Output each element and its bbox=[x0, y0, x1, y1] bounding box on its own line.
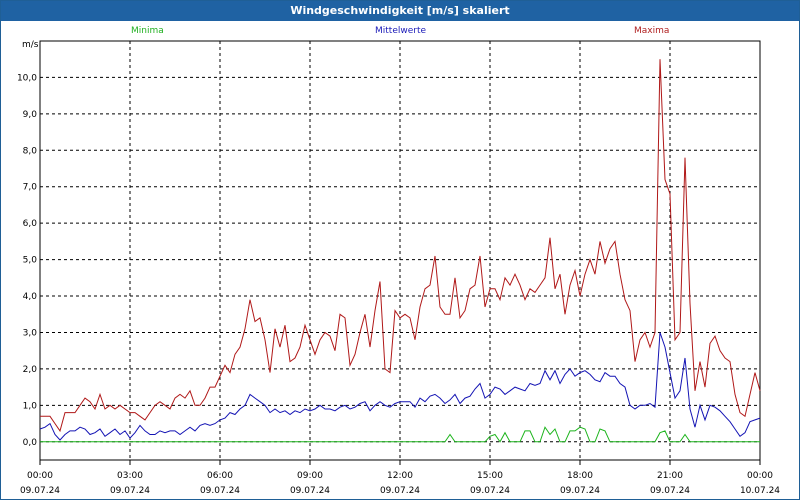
y-tick-label: 1,0 bbox=[23, 401, 38, 411]
y-tick-label: 2,0 bbox=[23, 365, 38, 375]
y-tick-label: 3,0 bbox=[23, 328, 38, 338]
legend-maxima: Maxima bbox=[634, 26, 670, 36]
y-tick-label: 4,0 bbox=[23, 292, 38, 302]
x-tick-time: 09:00 bbox=[297, 471, 323, 481]
legend-minima: Minima bbox=[131, 26, 164, 36]
x-tick-date: 09.07.24 bbox=[20, 486, 60, 496]
series-line-minima bbox=[40, 426, 760, 443]
x-tick-time: 06:00 bbox=[207, 471, 233, 481]
x-tick-date: 09.07.24 bbox=[200, 486, 240, 496]
x-tick-date: 09.07.24 bbox=[380, 486, 420, 496]
y-axis-unit: m/s bbox=[22, 40, 39, 50]
x-tick-time: 03:00 bbox=[117, 471, 143, 481]
x-tick-time: 00:00 bbox=[27, 471, 53, 481]
x-tick-date: 09.07.24 bbox=[110, 486, 150, 496]
x-tick-time: 15:00 bbox=[477, 471, 503, 481]
x-tick-time: 12:00 bbox=[387, 471, 413, 481]
legend-mittelwerte: Mittelwerte bbox=[375, 26, 427, 36]
y-tick-label: 9,0 bbox=[23, 110, 38, 120]
y-tick-label: 8,0 bbox=[23, 146, 38, 156]
x-tick-date: 09.07.24 bbox=[290, 486, 330, 496]
x-tick-time: 18:00 bbox=[567, 471, 593, 481]
series-line-mittelwerte bbox=[39, 332, 761, 441]
y-tick-label: 5,0 bbox=[23, 256, 38, 266]
x-tick-time: 00:00 bbox=[747, 471, 773, 481]
y-tick-label: 10,0 bbox=[17, 73, 37, 83]
y-tick-label: 0,0 bbox=[23, 438, 38, 448]
y-tick-label: 6,0 bbox=[23, 219, 38, 229]
x-tick-date: 09.07.24 bbox=[650, 486, 690, 496]
window-title: Windgeschwindigkeit [m/s] skaliert bbox=[1, 1, 799, 21]
x-tick-time: 21:00 bbox=[657, 471, 683, 481]
x-tick-date: 10.07.24 bbox=[740, 486, 780, 496]
x-tick-date: 09.07.24 bbox=[560, 486, 600, 496]
y-tick-label: 7,0 bbox=[23, 183, 38, 193]
x-tick-date: 09.07.24 bbox=[470, 486, 510, 496]
series-line-maxima bbox=[40, 59, 761, 433]
